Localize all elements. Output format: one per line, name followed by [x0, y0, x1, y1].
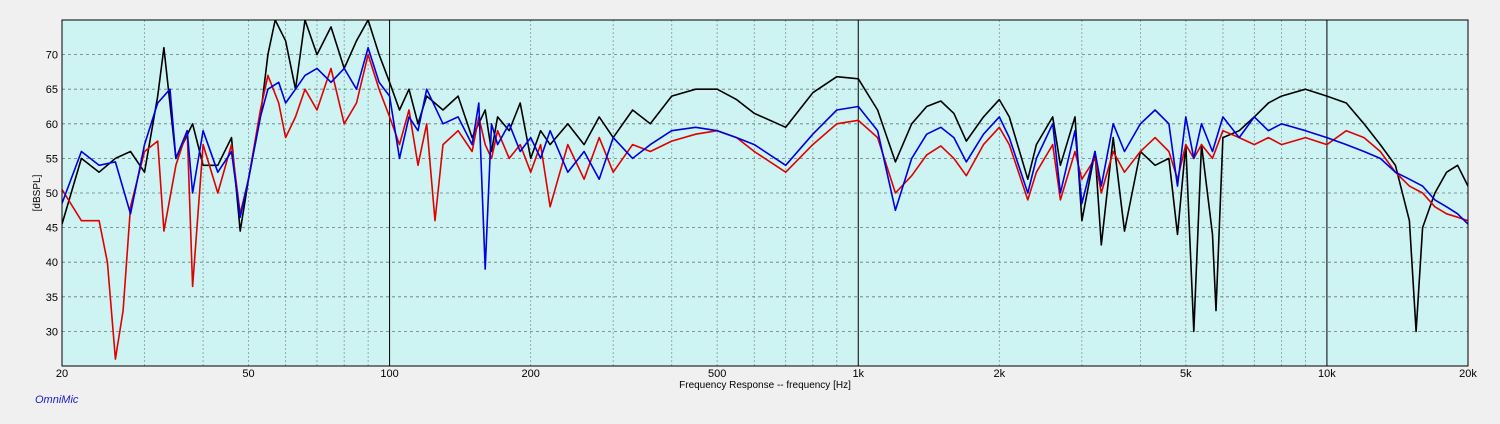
y-tick-label: 50 [46, 188, 58, 200]
x-tick-label: 200 [521, 368, 539, 380]
series-line-3 [62, 46, 1468, 270]
y-tick-label: 55 [46, 153, 58, 165]
x-tick-label: 2k [994, 368, 1006, 380]
y-axis-label: [dBSPL] [32, 174, 43, 211]
y-tick-label: 45 [46, 223, 58, 235]
x-tick-label: 50 [242, 368, 254, 380]
x-tick-label: 10k [1318, 368, 1336, 380]
grid-lines [62, 20, 1468, 366]
x-axis-label: Frequency Response -- frequency [Hz] [679, 380, 851, 391]
y-tick-label: 60 [46, 119, 58, 131]
y-tick-label: 40 [46, 257, 58, 269]
tick-labels: 20 50 100 200 500 1k 2k 5k 10k 20k 30 35 40 45 50 55 60 6… [46, 50, 1478, 380]
series-lines [62, 20, 1468, 360]
x-tick-label: 5k [1180, 368, 1192, 380]
x-tick-label: 1k [852, 368, 864, 380]
brand-label: OmniMic [35, 394, 79, 406]
x-tick-label: 20k [1459, 368, 1477, 380]
plot-frame [61, 19, 1469, 367]
x-tick-label: 20 [56, 368, 68, 380]
y-tick-label: 65 [46, 84, 58, 96]
series-line-1 [62, 20, 1468, 333]
y-tick-label: 35 [46, 292, 58, 304]
x-tick-label: 500 [708, 368, 726, 380]
y-tick-label: 30 [46, 326, 58, 338]
x-tick-label: 100 [380, 368, 398, 380]
series-line-2 [62, 53, 1468, 360]
y-tick-label: 70 [46, 50, 58, 62]
